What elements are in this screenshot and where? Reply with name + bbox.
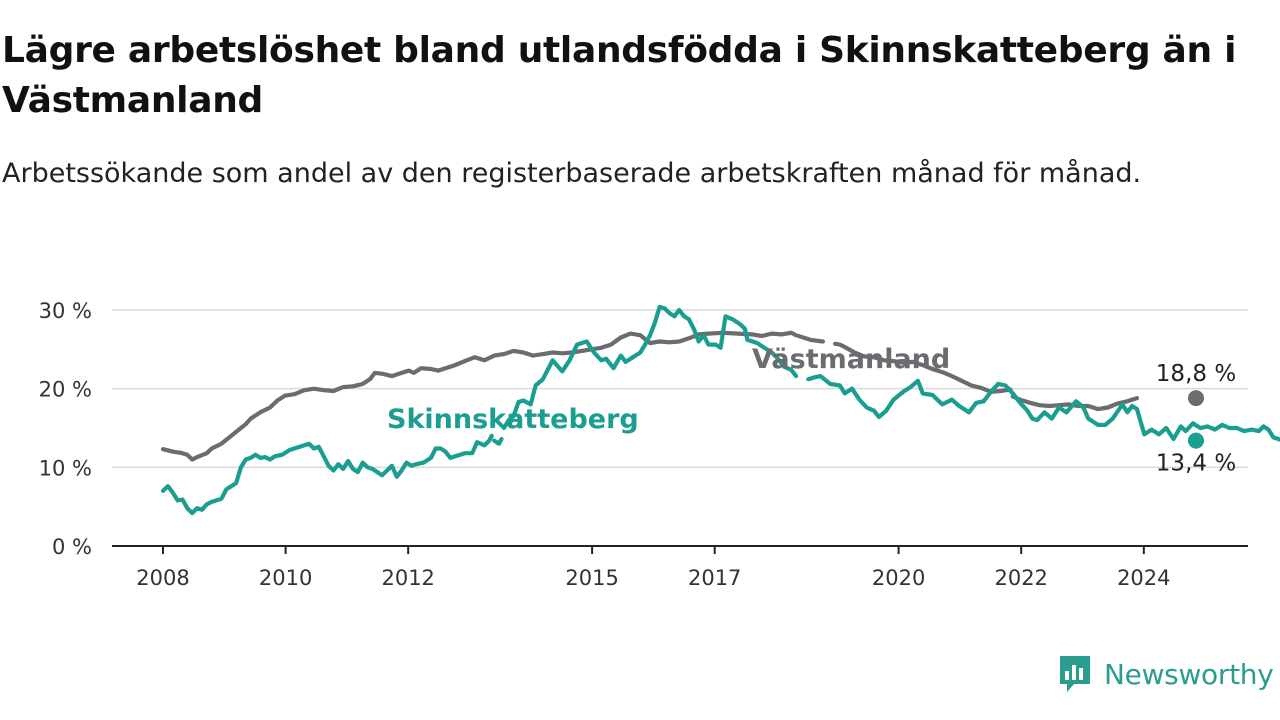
- x-tick-label: 2010: [259, 566, 312, 590]
- brand-name: Newsworthy: [1104, 657, 1274, 691]
- series-end-marker-vastmanland: [1188, 390, 1204, 407]
- page-title: Lägre arbetslöshet bland utlandsfödda i …: [2, 30, 1237, 121]
- series-line-skinnskatteberg: [160, 433, 494, 516]
- x-tick-label: 2012: [381, 566, 434, 590]
- data-label-skinnskatteberg: 13,4 %: [1156, 451, 1236, 477]
- y-tick-label: 10 %: [39, 456, 92, 480]
- x-tick-label: 2017: [688, 566, 741, 590]
- series-line-skinnskatteberg: [501, 304, 799, 431]
- page-subtitle: Arbetssökande som andel av den registerb…: [2, 158, 1142, 189]
- y-tick-label: 0 %: [52, 535, 92, 559]
- series-line-skinnskatteberg: [806, 374, 1280, 442]
- data-label-vastmanland: 18,8 %: [1156, 361, 1236, 387]
- x-tick-label: 2008: [136, 566, 189, 590]
- y-tick-label: 30 %: [39, 299, 92, 323]
- x-tick-label: 2020: [872, 566, 925, 590]
- x-tick-label: 2015: [565, 566, 618, 590]
- series-label-vastmanland: Västmanland: [752, 344, 950, 375]
- x-tick-label: 2024: [1117, 566, 1170, 590]
- x-tick-label: 2022: [994, 566, 1047, 590]
- series-line-västmanland: [833, 341, 1013, 394]
- series-label-skinnskatteberg: Skinnskatteberg: [387, 404, 639, 435]
- series-line-västmanland: [160, 330, 799, 462]
- series-end-marker-skinnskatteberg: [1188, 432, 1204, 449]
- y-tick-label: 20 %: [39, 378, 92, 402]
- bar-chart-speech-bubble-icon: [1060, 656, 1090, 692]
- series-line-skinnskatteberg: [492, 436, 504, 446]
- series-line-västmanland: [796, 333, 825, 344]
- newsworthy-logo: Newsworthy: [1058, 654, 1274, 694]
